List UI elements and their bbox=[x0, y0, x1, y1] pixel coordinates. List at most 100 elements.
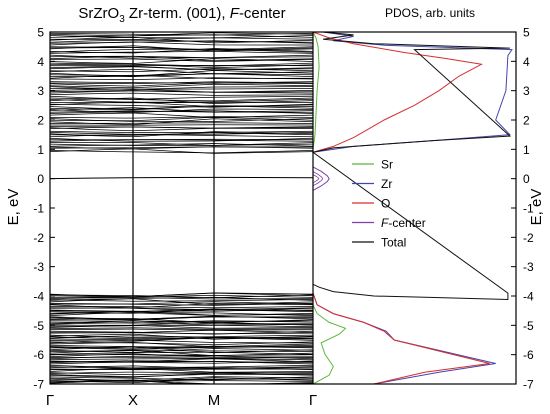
band-line-valence bbox=[49, 302, 314, 306]
legend-label-italic-part: F bbox=[381, 216, 389, 230]
pdos-line-f-center-inner-2 bbox=[312, 174, 320, 184]
plot-border bbox=[49, 31, 517, 385]
pdos-line-zr bbox=[312, 31, 513, 385]
band-line-valence bbox=[49, 360, 314, 364]
band-line-valence bbox=[49, 320, 313, 325]
right-y-tick-label: 3 bbox=[523, 84, 530, 98]
left-y-tick-label: 3 bbox=[37, 84, 44, 98]
band-line-valence bbox=[49, 351, 314, 355]
band-line-valence bbox=[49, 376, 314, 381]
band-line-conduction bbox=[49, 62, 314, 67]
left-y-tick-label: -1 bbox=[33, 202, 44, 216]
left-y-tick-label: -7 bbox=[33, 378, 44, 392]
band-line-conduction bbox=[49, 86, 314, 90]
left-y-tick-label: -5 bbox=[33, 319, 44, 333]
band-line-conduction bbox=[49, 36, 314, 44]
band-line-valence bbox=[49, 356, 314, 359]
k-point-label: Γ bbox=[309, 392, 317, 409]
right-y-tick-label: -6 bbox=[523, 348, 534, 362]
band-line-valence bbox=[49, 354, 314, 356]
band-line-conduction bbox=[49, 132, 314, 135]
band-line-conduction bbox=[49, 82, 314, 87]
band-panel-title: SrZrO3 Zr-term. (001), F-center bbox=[78, 5, 285, 25]
band-line-conduction bbox=[49, 148, 314, 154]
band-line-conduction bbox=[50, 73, 314, 77]
band-line-valence bbox=[49, 346, 314, 350]
right-y-tick-label: 4 bbox=[523, 55, 530, 69]
band-line-conduction bbox=[49, 92, 314, 96]
k-point-label: X bbox=[128, 392, 138, 409]
band-line-valence bbox=[49, 364, 314, 369]
band-line-valence bbox=[49, 322, 314, 326]
pdos-line-f-center bbox=[312, 166, 330, 191]
band-line-valence bbox=[49, 309, 314, 312]
legend-label-rest: -center bbox=[388, 216, 425, 230]
band-line-conduction bbox=[49, 97, 314, 102]
left-y-tick-label: -3 bbox=[33, 260, 44, 274]
band-line-valence bbox=[49, 333, 314, 340]
band-line-valence bbox=[49, 297, 314, 300]
right-y-tick-label: -4 bbox=[523, 290, 534, 304]
band-line-conduction bbox=[49, 55, 314, 62]
band-line-conduction bbox=[49, 126, 314, 129]
defect-band-line bbox=[49, 176, 314, 180]
band-line-valence bbox=[49, 342, 314, 348]
band-line-valence bbox=[49, 358, 314, 361]
band-line-conduction bbox=[49, 88, 314, 93]
band-line-valence bbox=[49, 337, 314, 342]
title-italic: F bbox=[230, 5, 240, 22]
band-line-conduction bbox=[49, 68, 314, 75]
band-line-valence bbox=[50, 380, 314, 382]
band-line-conduction bbox=[49, 112, 314, 118]
left-y-tick-label: 4 bbox=[37, 55, 44, 69]
band-line-conduction bbox=[49, 88, 314, 90]
left-y-tick-label: -6 bbox=[33, 348, 44, 362]
left-y-tick-label: 5 bbox=[37, 26, 44, 40]
band-line-conduction bbox=[49, 116, 314, 119]
band-line-valence bbox=[49, 360, 314, 365]
band-line-conduction bbox=[49, 65, 314, 71]
legend-label-o: O bbox=[381, 197, 390, 211]
left-y-tick-label: 0 bbox=[37, 172, 44, 186]
band-line-valence bbox=[49, 292, 314, 298]
right-y-tick-label: -3 bbox=[523, 260, 534, 274]
right-y-tick-label: 5 bbox=[523, 26, 530, 40]
band-line-valence bbox=[49, 368, 314, 371]
title-subscript: 3 bbox=[119, 14, 125, 25]
right-y-axis-label: E, eV bbox=[528, 189, 545, 226]
title-middle: Zr-term. (001), bbox=[125, 5, 230, 22]
band-line-conduction bbox=[49, 103, 314, 108]
band-line-valence bbox=[49, 327, 314, 330]
band-line-conduction bbox=[49, 32, 314, 36]
left-y-tick-label: 2 bbox=[37, 114, 44, 128]
band-line-valence bbox=[49, 378, 313, 382]
band-line-conduction bbox=[49, 108, 314, 113]
left-y-tick-label: -2 bbox=[33, 231, 44, 245]
band-line-conduction bbox=[49, 143, 314, 146]
band-line-valence bbox=[49, 299, 314, 302]
band-line-valence bbox=[49, 373, 314, 377]
left-y-tick-label: -4 bbox=[33, 290, 44, 304]
band-line-valence bbox=[49, 341, 314, 346]
title-formula: SrZrO bbox=[78, 5, 119, 22]
band-line-conduction bbox=[49, 46, 314, 51]
band-line-conduction bbox=[49, 81, 314, 84]
legend-label-sr: Sr bbox=[381, 158, 393, 172]
band-line-conduction bbox=[49, 105, 314, 111]
right-y-tick-label: 2 bbox=[523, 114, 530, 128]
pdos-line-sr bbox=[312, 31, 347, 385]
band-line-conduction bbox=[49, 63, 314, 69]
k-point-label: M bbox=[208, 392, 221, 409]
band-line-valence bbox=[49, 298, 314, 305]
legend-label-zr: Zr bbox=[381, 177, 392, 191]
k-point-label: Γ bbox=[46, 392, 54, 409]
band-line-valence bbox=[49, 366, 314, 369]
band-line-conduction bbox=[49, 146, 314, 150]
band-line-conduction bbox=[49, 130, 314, 133]
band-line-conduction bbox=[49, 150, 314, 154]
right-y-tick-label: -7 bbox=[523, 378, 534, 392]
band-line-conduction bbox=[49, 95, 314, 100]
